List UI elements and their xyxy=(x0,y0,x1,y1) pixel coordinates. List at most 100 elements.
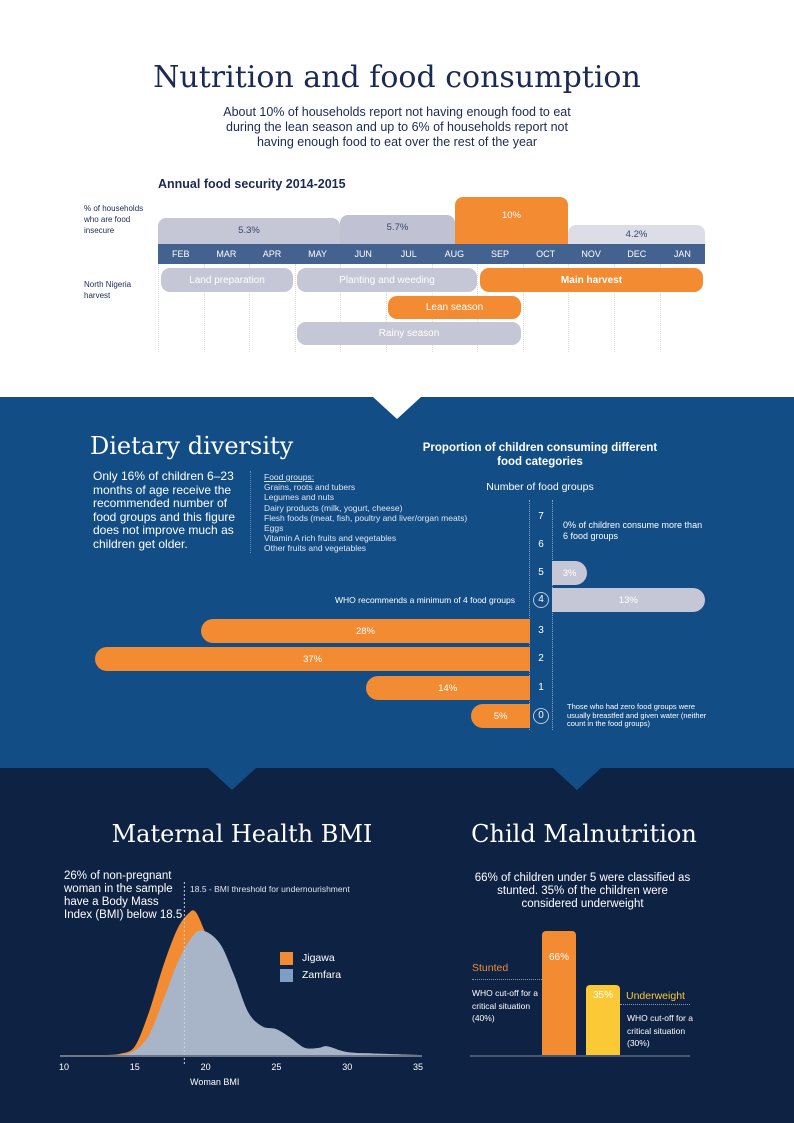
season-land-preparation: Land preparation xyxy=(161,268,293,292)
page-title: Nutrition and food consumption xyxy=(153,60,641,95)
cutoff-stunted: WHO cut-off for a critical situation (40… xyxy=(472,988,538,1023)
bar-stunted: 66% xyxy=(542,931,576,1055)
diet-bar: 3% xyxy=(552,561,588,585)
food-group-count: 7 xyxy=(538,511,544,522)
page-subtitle: About 10% of households report not havin… xyxy=(223,105,571,149)
gridline xyxy=(614,264,615,352)
food-security-title: Annual food security 2014-2015 xyxy=(158,177,346,191)
month-label: OCT xyxy=(536,249,556,259)
threshold-label: 18.5 - BMI threshold for undernourishmen… xyxy=(190,884,350,894)
season-lean: Lean season xyxy=(388,296,521,319)
section-notch xyxy=(373,397,421,419)
child-baseline xyxy=(470,1055,690,1057)
gridline xyxy=(340,264,342,352)
month-label: JUL xyxy=(400,249,417,259)
insecurity-bar: 5.7% xyxy=(340,215,455,244)
food-groups-list: Food groups: Grains, roots and tubers Le… xyxy=(264,472,467,554)
cutoff-underweight: WHO cut-off for a critical situation (30… xyxy=(627,1013,693,1048)
x-tick-label: 20 xyxy=(201,1062,211,1072)
label-stunted: Stunted xyxy=(472,962,509,974)
gridline xyxy=(249,264,251,352)
food-group: Eggs xyxy=(264,523,284,534)
food-group-count: 1 xyxy=(538,682,544,693)
gridline xyxy=(158,264,159,352)
gridline xyxy=(203,264,205,352)
food-group: Other fruits and vegetables xyxy=(264,543,367,554)
legend-swatch-jigawa xyxy=(280,952,293,965)
gridline xyxy=(294,264,296,352)
food-security-section: Nutrition and food consumption About 10%… xyxy=(0,0,794,419)
gridline xyxy=(568,264,570,352)
legend-label-zamfara: Zamfara xyxy=(302,969,342,981)
label-underweight: Underweight xyxy=(626,990,685,1002)
bar-underweight: 35% xyxy=(586,985,620,1055)
diet-bar: 13% xyxy=(552,588,705,612)
x-tick-label: 35 xyxy=(413,1062,423,1072)
month-label: AUG xyxy=(444,249,465,259)
month-label: MAY xyxy=(308,249,328,259)
bmi-title: Maternal Health BMI xyxy=(111,820,373,848)
harvest-row-label: North Nigeria harvest xyxy=(84,280,132,300)
axis-line xyxy=(552,500,553,730)
diet-axis-label: Number of food groups xyxy=(486,481,594,493)
food-group: Vitamin A rich fruits and vegetables xyxy=(264,533,397,544)
area-overlap xyxy=(120,930,418,1055)
section-notch xyxy=(553,768,601,790)
health-section xyxy=(0,768,794,1123)
cutoff-line-underweight xyxy=(620,1004,690,1005)
month-label: APR xyxy=(262,249,282,259)
annotation-zero: Those who had zero food groups were usua… xyxy=(567,702,707,728)
diet-bar: 14% xyxy=(365,676,530,700)
month-label: SEP xyxy=(490,249,509,259)
month-label: JUN xyxy=(354,249,372,259)
bmi-x-label: Woman BMI xyxy=(190,1077,240,1087)
x-tick-label: 25 xyxy=(271,1062,281,1072)
food-group-count: 0 xyxy=(533,708,549,724)
axis-line xyxy=(529,500,530,730)
food-group-count: 6 xyxy=(538,539,544,550)
x-tick-label: 30 xyxy=(342,1062,352,1072)
annotation-above-six: 0% of children consume more than 6 food … xyxy=(563,520,703,541)
diet-bar: 5% xyxy=(471,704,530,728)
legend-swatch-zamfara xyxy=(280,969,293,982)
insecurity-bar: 5.3% xyxy=(158,218,340,244)
child-text: 66% of children under 5 were classified … xyxy=(474,872,691,910)
diet-chart-title: Proportion of children consuming differe… xyxy=(422,442,658,468)
month-label: JAN xyxy=(673,249,691,259)
dietary-title: Dietary diversity xyxy=(90,432,294,460)
food-group: Grains, roots and tubers xyxy=(264,482,356,493)
month-label: NOV xyxy=(581,249,601,259)
bmi-text: 26% of non-pregnant woman in the sample … xyxy=(64,870,183,921)
dietary-text: Only 16% of children 6–23 months of age … xyxy=(93,469,236,551)
month-label: DEC xyxy=(627,249,647,259)
section-notch xyxy=(208,768,256,790)
insecurity-bar: 4.2% xyxy=(568,225,705,244)
food-group-count: 3 xyxy=(538,625,544,636)
gridline xyxy=(386,264,387,352)
cutoff-line-stunted xyxy=(472,979,542,980)
bmi-chart: 10 15 20 25 30 35 xyxy=(59,882,423,1072)
insecurity-bar: 10% xyxy=(455,197,568,244)
food-group-count: 4 xyxy=(533,592,549,608)
x-tick-label: 15 xyxy=(130,1062,140,1072)
food-group: Flesh foods (meat, fish, poultry and liv… xyxy=(264,512,468,523)
season-planting-weeding: Planting and weeding xyxy=(297,268,477,292)
diet-bar: 28% xyxy=(201,619,530,643)
month-bar xyxy=(158,244,705,264)
month-label: FEB xyxy=(172,249,190,259)
season-main-harvest: Main harvest xyxy=(480,268,703,292)
x-tick-label: 10 xyxy=(59,1062,69,1072)
season-rainy: Rainy season xyxy=(297,322,521,345)
legend-label-jigawa: Jigawa xyxy=(302,952,335,964)
food-group-count: 5 xyxy=(538,567,544,578)
gridline xyxy=(522,264,524,352)
divider xyxy=(250,471,251,553)
gridline xyxy=(659,264,661,352)
food-group: Dairy products (milk, yogurt, cheese) xyxy=(264,502,403,513)
diet-bar: 37% xyxy=(95,647,530,671)
month-label: MAR xyxy=(216,249,237,259)
annotation-who: WHO recommends a minimum of 4 food group… xyxy=(335,595,515,605)
insecure-row-label: % of households who are food insecure xyxy=(84,204,144,235)
dietary-diversity-section xyxy=(0,397,794,768)
child-title: Child Malnutrition xyxy=(471,820,697,848)
